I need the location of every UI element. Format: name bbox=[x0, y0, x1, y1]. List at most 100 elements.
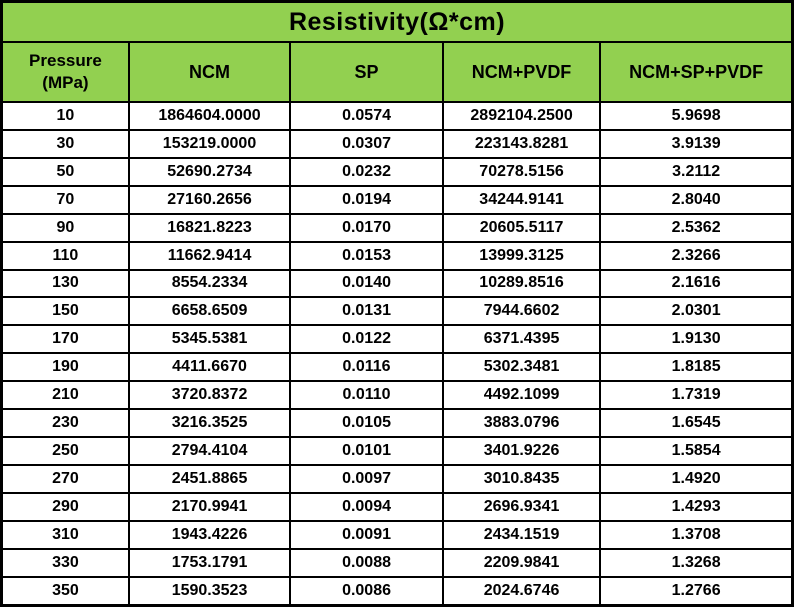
value-cell: 16821.8223 bbox=[127, 212, 292, 243]
value-cell: 3401.9226 bbox=[441, 436, 602, 466]
value-cell: 2.0301 bbox=[599, 296, 794, 327]
value-cell: 70278.5156 bbox=[441, 156, 602, 187]
table-row: 350 1590.3523 0.0086 2024.6746 1.2766 bbox=[0, 575, 794, 607]
pressure-cell: 170 bbox=[0, 324, 130, 355]
value-cell: 1.7319 bbox=[599, 380, 794, 411]
table-row: 110 11662.9414 0.0153 13999.3125 2.3266 bbox=[0, 240, 794, 271]
value-cell: 2696.9341 bbox=[441, 491, 602, 522]
value-cell: 0.0105 bbox=[289, 408, 444, 439]
value-cell: 1.4920 bbox=[599, 463, 794, 494]
value-cell: 1.9130 bbox=[599, 324, 794, 355]
value-cell: 0.0094 bbox=[289, 491, 444, 522]
value-cell: 2.5362 bbox=[599, 212, 794, 243]
pressure-cell: 270 bbox=[0, 463, 130, 494]
table-row: 30 153219.0000 0.0307 223143.8281 3.9139 bbox=[0, 128, 794, 159]
value-cell: 1.6545 bbox=[599, 408, 794, 439]
table-body: 10 1864604.0000 0.0574 2892104.2500 5.9698 30… bbox=[0, 101, 794, 607]
value-cell: 3010.8435 bbox=[441, 463, 602, 494]
pressure-cell: 110 bbox=[0, 240, 130, 271]
header-row: Pressure (MPa) NCM SP NCM+PVDF NCM+SP+PV… bbox=[0, 41, 794, 103]
pressure-cell: 290 bbox=[0, 491, 130, 522]
table-row: 190 4411.6670 0.0116 5302.3481 1.8185 bbox=[0, 352, 794, 383]
value-cell: 0.0110 bbox=[289, 380, 444, 411]
value-cell: 7944.6602 bbox=[441, 296, 602, 327]
value-cell: 1864604.0000 bbox=[127, 101, 292, 131]
value-cell: 0.0153 bbox=[289, 240, 444, 271]
value-cell: 20605.5117 bbox=[441, 212, 602, 243]
pressure-cell: 330 bbox=[0, 547, 130, 578]
value-cell: 2024.6746 bbox=[441, 575, 602, 607]
value-cell: 10289.8516 bbox=[441, 268, 602, 299]
value-cell: 0.0194 bbox=[289, 184, 444, 215]
table-row: 10 1864604.0000 0.0574 2892104.2500 5.9698 bbox=[0, 101, 794, 131]
pressure-cell: 230 bbox=[0, 408, 130, 439]
value-cell: 1.3708 bbox=[599, 519, 794, 550]
pressure-cell: 210 bbox=[0, 380, 130, 411]
table-row: 210 3720.8372 0.0110 4492.1099 1.7319 bbox=[0, 380, 794, 411]
value-cell: 2.3266 bbox=[599, 240, 794, 271]
value-cell: 52690.2734 bbox=[127, 156, 292, 187]
pressure-cell: 250 bbox=[0, 436, 130, 466]
pressure-cell: 150 bbox=[0, 296, 130, 327]
value-cell: 2170.9941 bbox=[127, 491, 292, 522]
value-cell: 3.2112 bbox=[599, 156, 794, 187]
value-cell: 2.1616 bbox=[599, 268, 794, 299]
table-row: 130 8554.2334 0.0140 10289.8516 2.1616 bbox=[0, 268, 794, 299]
value-cell: 1753.1791 bbox=[127, 547, 292, 578]
value-cell: 6371.4395 bbox=[441, 324, 602, 355]
pressure-cell: 90 bbox=[0, 212, 130, 243]
value-cell: 1.8185 bbox=[599, 352, 794, 383]
value-cell: 2451.8865 bbox=[127, 463, 292, 494]
column-header-sp: SP bbox=[289, 41, 444, 103]
value-cell: 1590.3523 bbox=[127, 575, 292, 607]
pressure-cell: 310 bbox=[0, 519, 130, 550]
value-cell: 13999.3125 bbox=[441, 240, 602, 271]
value-cell: 0.0131 bbox=[289, 296, 444, 327]
pressure-cell: 130 bbox=[0, 268, 130, 299]
value-cell: 2.8040 bbox=[599, 184, 794, 215]
value-cell: 0.0574 bbox=[289, 101, 444, 131]
table-row: 70 27160.2656 0.0194 34244.9141 2.8040 bbox=[0, 184, 794, 215]
value-cell: 153219.0000 bbox=[127, 128, 292, 159]
value-cell: 223143.8281 bbox=[441, 128, 602, 159]
value-cell: 1.2766 bbox=[599, 575, 794, 607]
value-cell: 0.0091 bbox=[289, 519, 444, 550]
value-cell: 2434.1519 bbox=[441, 519, 602, 550]
table-row: 230 3216.3525 0.0105 3883.0796 1.6545 bbox=[0, 408, 794, 439]
value-cell: 1.5854 bbox=[599, 436, 794, 466]
value-cell: 2794.4104 bbox=[127, 436, 292, 466]
value-cell: 0.0122 bbox=[289, 324, 444, 355]
value-cell: 27160.2656 bbox=[127, 184, 292, 215]
value-cell: 0.0232 bbox=[289, 156, 444, 187]
table-row: 330 1753.1791 0.0088 2209.9841 1.3268 bbox=[0, 547, 794, 578]
pressure-cell: 30 bbox=[0, 128, 130, 159]
value-cell: 3720.8372 bbox=[127, 380, 292, 411]
value-cell: 5345.5381 bbox=[127, 324, 292, 355]
pressure-cell: 10 bbox=[0, 101, 130, 131]
value-cell: 5302.3481 bbox=[441, 352, 602, 383]
value-cell: 1943.4226 bbox=[127, 519, 292, 550]
value-cell: 11662.9414 bbox=[127, 240, 292, 271]
value-cell: 0.0088 bbox=[289, 547, 444, 578]
value-cell: 0.0097 bbox=[289, 463, 444, 494]
column-header-ncm: NCM bbox=[127, 41, 292, 103]
value-cell: 4492.1099 bbox=[441, 380, 602, 411]
value-cell: 1.3268 bbox=[599, 547, 794, 578]
value-cell: 3.9139 bbox=[599, 128, 794, 159]
pressure-cell: 350 bbox=[0, 575, 130, 607]
value-cell: 2209.9841 bbox=[441, 547, 602, 578]
pressure-cell: 70 bbox=[0, 184, 130, 215]
value-cell: 0.0170 bbox=[289, 212, 444, 243]
table-row: 310 1943.4226 0.0091 2434.1519 1.3708 bbox=[0, 519, 794, 550]
value-cell: 3883.0796 bbox=[441, 408, 602, 439]
table-row: 150 6658.6509 0.0131 7944.6602 2.0301 bbox=[0, 296, 794, 327]
table-row: 290 2170.9941 0.0094 2696.9341 1.4293 bbox=[0, 491, 794, 522]
value-cell: 5.9698 bbox=[599, 101, 794, 131]
table-row: 90 16821.8223 0.0170 20605.5117 2.5362 bbox=[0, 212, 794, 243]
column-header-ncm-sp-pvdf: NCM+SP+PVDF bbox=[599, 41, 794, 103]
table-row: 250 2794.4104 0.0101 3401.9226 1.5854 bbox=[0, 436, 794, 466]
column-header-pressure: Pressure (MPa) bbox=[0, 41, 130, 103]
value-cell: 3216.3525 bbox=[127, 408, 292, 439]
value-cell: 6658.6509 bbox=[127, 296, 292, 327]
